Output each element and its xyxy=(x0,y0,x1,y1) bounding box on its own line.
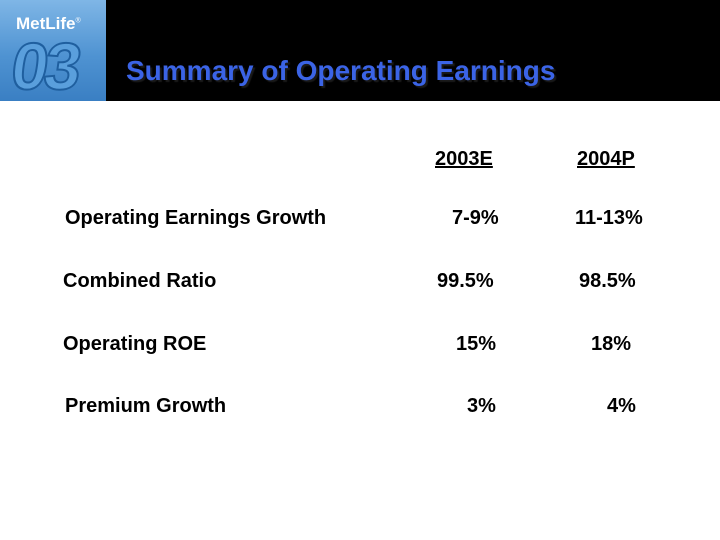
row-label-combined-ratio: Combined Ratio xyxy=(63,270,217,292)
row-label-operating-earnings-growth: Operating Earnings Growth xyxy=(65,207,327,229)
column-header-2003e: 2003E xyxy=(435,148,493,170)
cell-operating-roe-2004p: 18% xyxy=(591,333,632,355)
row-label-premium-growth: Premium Growth xyxy=(65,395,227,417)
year-badge: 03 xyxy=(6,28,84,101)
cell-combined-ratio-2004p: 98.5% xyxy=(579,270,636,292)
column-header-2004p: 2004P xyxy=(577,148,635,170)
cell-combined-ratio-2003e: 99.5% xyxy=(437,270,494,292)
cell-premium-growth-2003e: 3% xyxy=(467,395,496,417)
cell-operating-earnings-growth-2003e: 7-9% xyxy=(452,207,499,229)
cell-operating-roe-2003e: 15% xyxy=(456,333,497,355)
logo-wordmark: MetLife® xyxy=(16,14,81,33)
row-label-operating-roe: Operating ROE xyxy=(63,333,207,355)
cell-operating-earnings-growth-2004p: 11-13% xyxy=(575,207,643,229)
cell-premium-growth-2004p: 4% xyxy=(607,395,636,417)
slide-title: Summary of Operating Earnings xyxy=(126,55,556,86)
metlife-logo: MetLife® 03 xyxy=(0,0,106,101)
slide-header: MetLife® 03 Summary of Operating Earning… xyxy=(0,0,720,101)
